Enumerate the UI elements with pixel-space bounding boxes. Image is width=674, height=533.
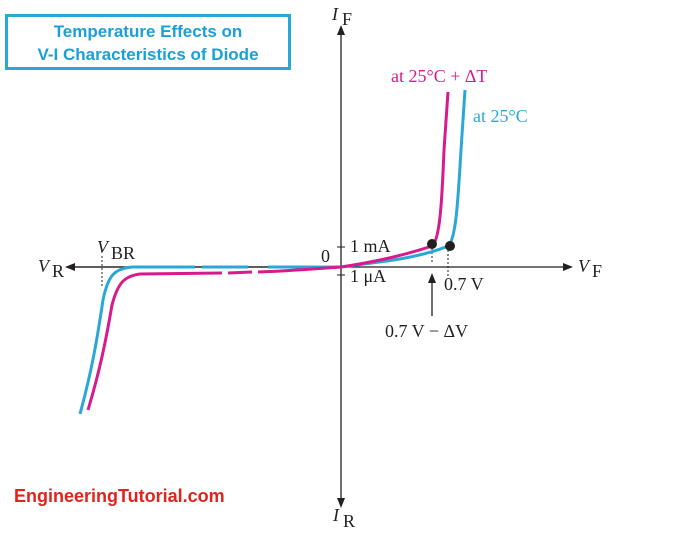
- vf-label: V: [578, 256, 591, 276]
- origin-label: 0: [321, 246, 330, 266]
- knee-shift-label: 0.7 V − ΔV: [385, 321, 468, 341]
- knee-dot-normal: [445, 241, 455, 251]
- ir-label: I: [332, 505, 340, 525]
- knee-voltage-label: 0.7 V: [444, 274, 484, 294]
- curve-25c-plus-dt: [430, 91, 450, 248]
- title-line-2: V-I Characteristics of Diode: [37, 45, 259, 64]
- forward-current-label: 1 mA: [350, 236, 391, 256]
- vr-label: V: [38, 256, 51, 276]
- curve-hot-reverse-a: [257, 265, 342, 274]
- knee-dot-hot: [427, 239, 437, 249]
- vr-label-sub: R: [52, 261, 64, 281]
- normal-curve-label: at 25°C: [473, 106, 528, 126]
- curve-25c: [446, 89, 467, 248]
- vbr-label: V: [97, 237, 110, 257]
- watermark: EngineeringTutorial.com: [14, 486, 225, 506]
- diagram-title: Temperature Effects on V-I Characteristi…: [5, 14, 291, 70]
- if-label: I: [331, 4, 339, 24]
- if-label-sub: F: [342, 9, 352, 29]
- hot-curve-label: at 25°C + ΔT: [391, 66, 487, 86]
- curve-25c-reverse-c: [78, 265, 195, 415]
- curve-hot-reverse-b: [227, 270, 253, 275]
- curve-hot-reverse-c: [86, 271, 223, 411]
- title-line-1: Temperature Effects on: [53, 22, 243, 41]
- curve-hot-mid: [340, 244, 433, 269]
- vbr-label-sub: BR: [111, 243, 135, 263]
- reverse-current-label: 1 μA: [350, 266, 386, 286]
- vf-label-sub: F: [592, 261, 602, 281]
- ir-label-sub: R: [343, 511, 355, 531]
